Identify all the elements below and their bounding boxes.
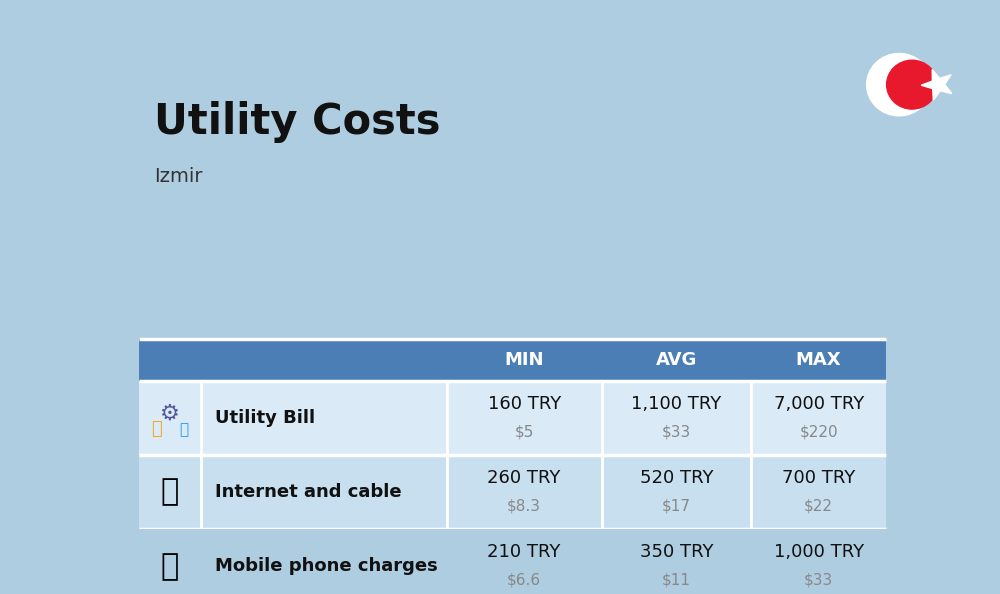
Bar (139, 381, 886, 455)
Text: 📱: 📱 (161, 552, 179, 581)
Text: $8.3: $8.3 (507, 498, 541, 513)
Text: 520 TRY: 520 TRY (640, 469, 713, 487)
Text: 350 TRY: 350 TRY (640, 544, 713, 561)
Text: 1,000 TRY: 1,000 TRY (774, 544, 864, 561)
Text: $220: $220 (799, 424, 838, 439)
Circle shape (867, 53, 931, 116)
Text: 210 TRY: 210 TRY (487, 544, 561, 561)
Text: Utility Costs: Utility Costs (154, 101, 441, 143)
Text: 260 TRY: 260 TRY (487, 469, 561, 487)
Text: AVG: AVG (656, 351, 697, 369)
Text: $11: $11 (662, 573, 691, 587)
Text: 160 TRY: 160 TRY (488, 395, 561, 413)
Text: 1,100 TRY: 1,100 TRY (631, 395, 722, 413)
Text: Mobile phone charges: Mobile phone charges (215, 557, 438, 575)
Text: $22: $22 (804, 498, 833, 513)
Bar (139, 339, 886, 381)
Text: MAX: MAX (796, 351, 841, 369)
Text: MIN: MIN (504, 351, 544, 369)
Text: $6.6: $6.6 (507, 573, 541, 587)
Text: Utility Bill: Utility Bill (215, 409, 315, 427)
Text: $33: $33 (662, 424, 691, 439)
Text: ⚙: ⚙ (160, 403, 180, 424)
Text: 700 TRY: 700 TRY (782, 469, 855, 487)
Text: 🔋: 🔋 (151, 421, 161, 438)
Text: $33: $33 (804, 573, 833, 587)
Text: 7,000 TRY: 7,000 TRY (774, 395, 864, 413)
Circle shape (887, 60, 937, 109)
Text: Izmir: Izmir (154, 168, 203, 187)
Text: Internet and cable: Internet and cable (215, 483, 402, 501)
Text: 💧: 💧 (179, 422, 188, 437)
Text: $5: $5 (514, 424, 534, 439)
Text: 📶: 📶 (161, 478, 179, 507)
Text: $17: $17 (662, 498, 691, 513)
Bar (139, 455, 886, 529)
Polygon shape (921, 69, 952, 100)
Bar (139, 529, 886, 594)
